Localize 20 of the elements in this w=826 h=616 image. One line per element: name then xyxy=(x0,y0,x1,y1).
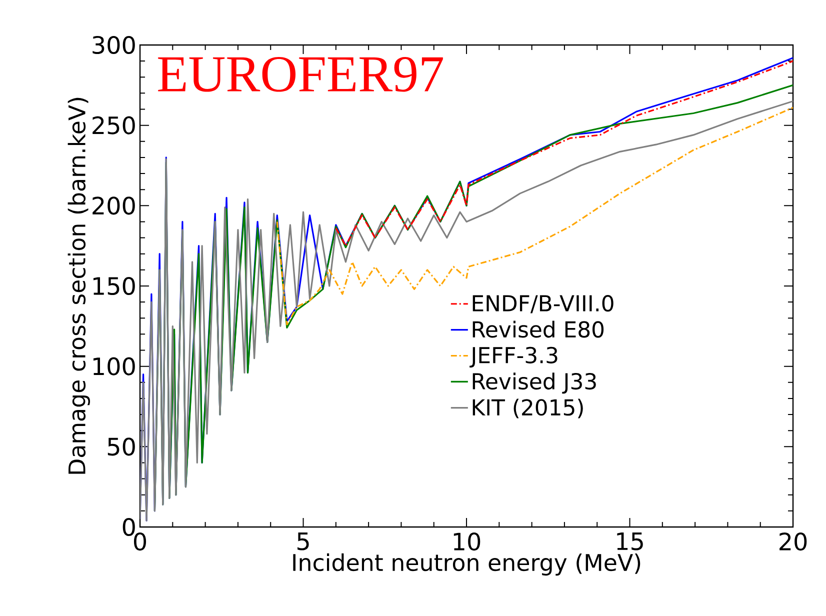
y-axis-title: Damage cross section (barn.keV) xyxy=(68,98,90,474)
y-tick-label: 100 xyxy=(93,357,135,376)
legend-label: Revised J33 xyxy=(472,372,596,394)
y-tick-label: 0 xyxy=(122,518,135,536)
x-tick-label: 10 xyxy=(454,532,480,551)
x-axis-title: Incident neutron energy (MeV) xyxy=(293,553,640,576)
legend-label: Revised E80 xyxy=(472,320,604,338)
y-tick-label: 200 xyxy=(92,196,135,215)
chart-title: EUROFER97 xyxy=(158,56,443,92)
y-tick-label: 150 xyxy=(93,276,135,296)
legend-label: ENDF/B-VIII.0 xyxy=(472,294,614,314)
legend-label: JEFF-3.3 xyxy=(470,346,558,368)
x-tick-label: 20 xyxy=(780,532,807,551)
x-tick-label: 5 xyxy=(297,532,309,550)
y-tick-label: 300 xyxy=(92,36,135,54)
y-tick-label: 250 xyxy=(92,116,135,134)
legend-label: KIT (2015) xyxy=(472,398,583,418)
y-tick-label: 50 xyxy=(108,438,135,456)
x-tick-label: 15 xyxy=(617,532,643,550)
x-tick-label: 0 xyxy=(134,532,146,551)
